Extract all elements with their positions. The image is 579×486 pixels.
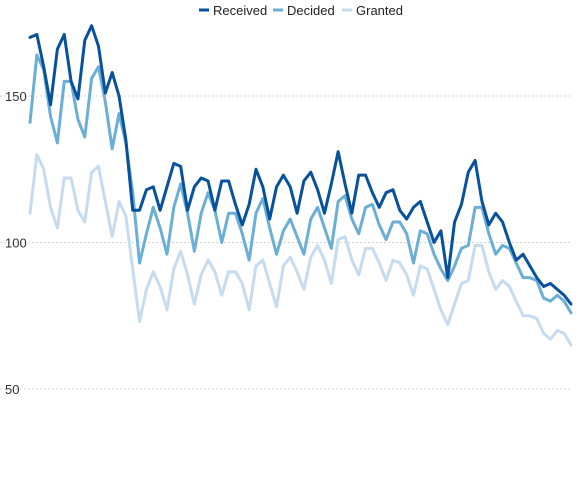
y-tick-label-150: 150 [5,89,27,104]
y-axis-ticks: 50 100 150 [5,89,27,397]
y-tick-label-100: 100 [5,236,27,251]
series-line-received [28,24,573,306]
y-grid [0,95,571,390]
legend-label-received: Received [213,3,267,18]
series-line-decided [28,53,573,315]
legend-label-granted: Granted [356,3,403,18]
legend: Received Decided Granted [199,3,403,18]
y-tick-label-50: 50 [5,382,19,397]
series-line-granted [28,153,573,347]
series-lines [28,24,573,347]
legend-label-decided: Decided [287,3,335,18]
